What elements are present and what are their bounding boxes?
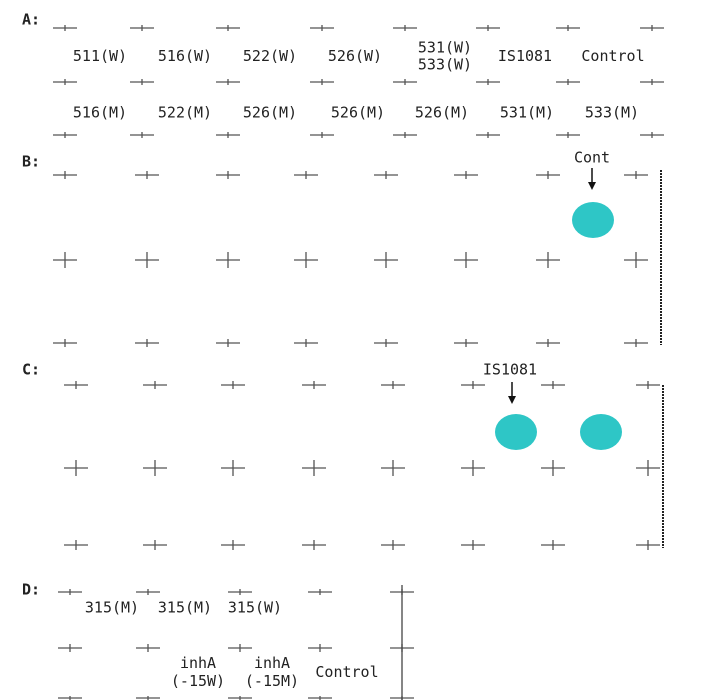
label: 526(W) [328,47,382,65]
spot [572,202,614,238]
label: 526(M) [243,104,297,122]
label: IS1081 [498,47,552,65]
label: 522(M) [158,104,212,122]
label-line: 516(W) [158,47,212,65]
label-line: 533(W) [418,55,472,73]
panel-label: D: [22,581,40,599]
label-line: inhA [254,654,290,672]
label-line: Control [581,47,644,65]
label-line: (-15W) [171,672,225,690]
label: Control [315,663,378,681]
label: 315(M) [158,599,212,617]
spot [495,414,537,450]
label: 531(M) [500,104,554,122]
label: 511(W) [73,47,127,65]
label: Control [581,47,644,65]
panel-label: A: [22,11,40,29]
label-line: 522(W) [243,47,297,65]
grid-marks [53,25,664,700]
panel-label: B: [22,153,40,171]
label: inhA(-15M) [245,654,299,690]
label: 516(M) [73,104,127,122]
label-line: 511(W) [73,47,127,65]
arrow-head [508,396,516,404]
label-line: 531(W) [418,38,472,56]
label: 526(M) [331,104,385,122]
spot [580,414,622,450]
label: 315(W) [228,599,282,617]
label: 516(W) [158,47,212,65]
label-line: 526(W) [328,47,382,65]
label: 526(M) [415,104,469,122]
label-line: Control [315,663,378,681]
annotation: Cont [574,149,610,167]
label: inhA(-15W) [171,654,225,690]
panel-label: C: [22,361,40,379]
label-line: IS1081 [498,47,552,65]
label: 522(W) [243,47,297,65]
label-line: (-15M) [245,672,299,690]
figure: A: B: C: D: Cont IS1081 511(W) 516(W) 522(… [0,0,703,700]
annotation: IS1081 [483,361,537,379]
label: 533(M) [585,104,639,122]
label-line: inhA [180,654,216,672]
label: 315(M) [85,599,139,617]
arrow-head [588,182,596,190]
label: 531(W)533(W) [418,38,472,73]
